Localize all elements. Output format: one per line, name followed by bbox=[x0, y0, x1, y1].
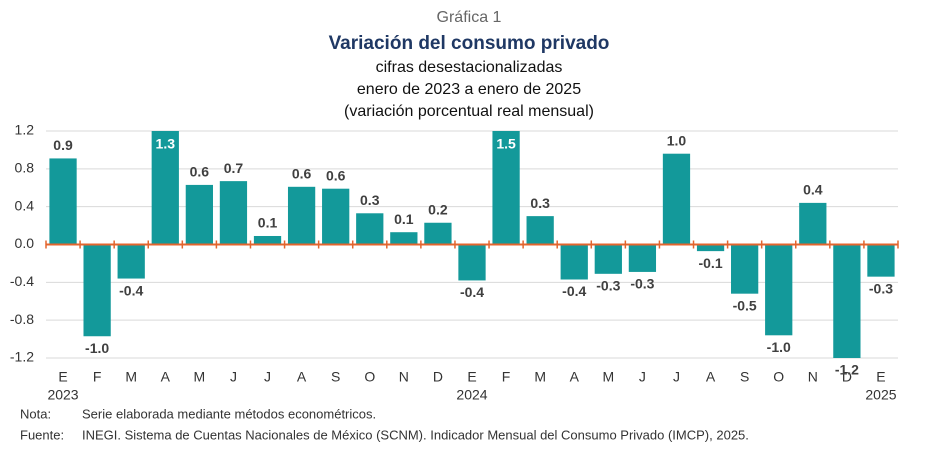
data-label: -1.0 bbox=[85, 340, 109, 356]
bar bbox=[117, 244, 145, 279]
y-tick-label: -1.2 bbox=[10, 349, 34, 365]
data-label: 0.9 bbox=[53, 137, 73, 153]
data-label: 0.6 bbox=[190, 164, 210, 180]
x-tick-label: O bbox=[773, 369, 784, 385]
bar bbox=[628, 244, 657, 272]
x-tick-label: E bbox=[467, 369, 476, 385]
y-tick-label: -0.8 bbox=[10, 311, 34, 327]
bar bbox=[594, 244, 622, 274]
x-tick-label: J bbox=[264, 369, 271, 385]
data-label: -1.0 bbox=[767, 339, 791, 355]
bar bbox=[185, 184, 213, 245]
bar bbox=[151, 131, 179, 245]
data-label: -0.4 bbox=[460, 284, 484, 300]
year-label: 2024 bbox=[456, 387, 487, 403]
note-label: Fuente: bbox=[20, 427, 64, 442]
x-tick-label: F bbox=[93, 369, 102, 385]
bar bbox=[356, 213, 384, 245]
x-tick-label: A bbox=[706, 369, 716, 385]
bar bbox=[560, 244, 588, 280]
bar bbox=[662, 153, 691, 245]
bar bbox=[390, 232, 418, 245]
x-tick-label: M bbox=[194, 369, 206, 385]
chart-kicker: Gráfica 1 bbox=[437, 9, 502, 26]
data-label: 0.1 bbox=[394, 211, 414, 227]
x-tick-label: O bbox=[364, 369, 375, 385]
x-tick-label: A bbox=[570, 369, 580, 385]
data-label: -1.2 bbox=[835, 362, 859, 378]
data-label: 0.1 bbox=[258, 215, 278, 231]
bar bbox=[322, 188, 350, 245]
bar bbox=[731, 244, 759, 294]
bar bbox=[526, 216, 554, 245]
bar bbox=[287, 186, 316, 245]
bar bbox=[219, 181, 248, 245]
bar bbox=[49, 158, 77, 245]
x-tick-label: A bbox=[161, 369, 171, 385]
x-tick-label: J bbox=[230, 369, 237, 385]
x-tick-label: N bbox=[808, 369, 818, 385]
data-label: -0.4 bbox=[562, 283, 586, 299]
data-label: -0.4 bbox=[119, 282, 143, 298]
x-tick-label: S bbox=[331, 369, 340, 385]
bar bbox=[765, 244, 793, 336]
y-tick-label: -0.4 bbox=[10, 273, 34, 289]
y-tick-label: 0.8 bbox=[15, 160, 35, 176]
bar bbox=[833, 244, 861, 358]
data-label: -0.3 bbox=[869, 280, 893, 296]
x-tick-label: E bbox=[58, 369, 67, 385]
data-label: 0.7 bbox=[224, 160, 244, 176]
x-tick-label: N bbox=[399, 369, 409, 385]
y-tick-label: 0.0 bbox=[15, 235, 35, 251]
x-tick-label: D bbox=[842, 369, 852, 385]
data-label: -0.1 bbox=[698, 255, 722, 271]
data-label: 0.2 bbox=[428, 201, 448, 217]
data-label: 0.3 bbox=[360, 192, 380, 208]
y-tick-label: 0.4 bbox=[15, 197, 35, 213]
x-tick-label: E bbox=[876, 369, 885, 385]
data-label: 0.6 bbox=[292, 166, 312, 182]
y-tick-label: 1.2 bbox=[15, 122, 35, 138]
chart-subtitle: (variación porcentual real mensual) bbox=[344, 103, 594, 120]
year-label: 2023 bbox=[47, 387, 78, 403]
x-tick-label: M bbox=[125, 369, 137, 385]
note-text: INEGI. Sistema de Cuentas Nacionales de … bbox=[82, 427, 749, 442]
x-tick-label: D bbox=[433, 369, 443, 385]
chart-title: Variación del consumo privado bbox=[329, 33, 610, 54]
data-label: 1.5 bbox=[496, 136, 516, 152]
x-tick-label: J bbox=[673, 369, 680, 385]
plot-area bbox=[49, 131, 895, 358]
chart-subtitle: cifras desestacionalizadas bbox=[376, 59, 563, 76]
data-label: 0.3 bbox=[530, 195, 550, 211]
data-label: -0.3 bbox=[630, 276, 654, 292]
bar bbox=[458, 244, 486, 281]
bar bbox=[799, 202, 827, 245]
x-tick-label: S bbox=[740, 369, 749, 385]
x-tick-label: F bbox=[502, 369, 511, 385]
bar bbox=[696, 244, 725, 252]
data-label: 0.6 bbox=[326, 167, 346, 183]
data-label: 1.0 bbox=[667, 132, 687, 148]
bar bbox=[253, 235, 282, 245]
note-text: Serie elaborada mediante métodos economé… bbox=[82, 406, 376, 421]
data-label: -0.3 bbox=[596, 278, 620, 294]
data-label: 1.3 bbox=[156, 136, 176, 152]
bar bbox=[424, 222, 452, 245]
note-label: Nota: bbox=[20, 406, 51, 421]
year-label: 2025 bbox=[865, 387, 896, 403]
x-tick-label: A bbox=[297, 369, 307, 385]
bar bbox=[83, 244, 111, 337]
chart-subtitle: enero de 2023 a enero de 2025 bbox=[357, 81, 581, 98]
x-tick-label: M bbox=[534, 369, 546, 385]
data-label: -0.5 bbox=[733, 297, 757, 313]
x-tick-label: M bbox=[602, 369, 614, 385]
data-label: 0.4 bbox=[803, 182, 823, 198]
bar bbox=[492, 131, 520, 245]
x-tick-label: J bbox=[639, 369, 646, 385]
bar bbox=[867, 244, 895, 277]
